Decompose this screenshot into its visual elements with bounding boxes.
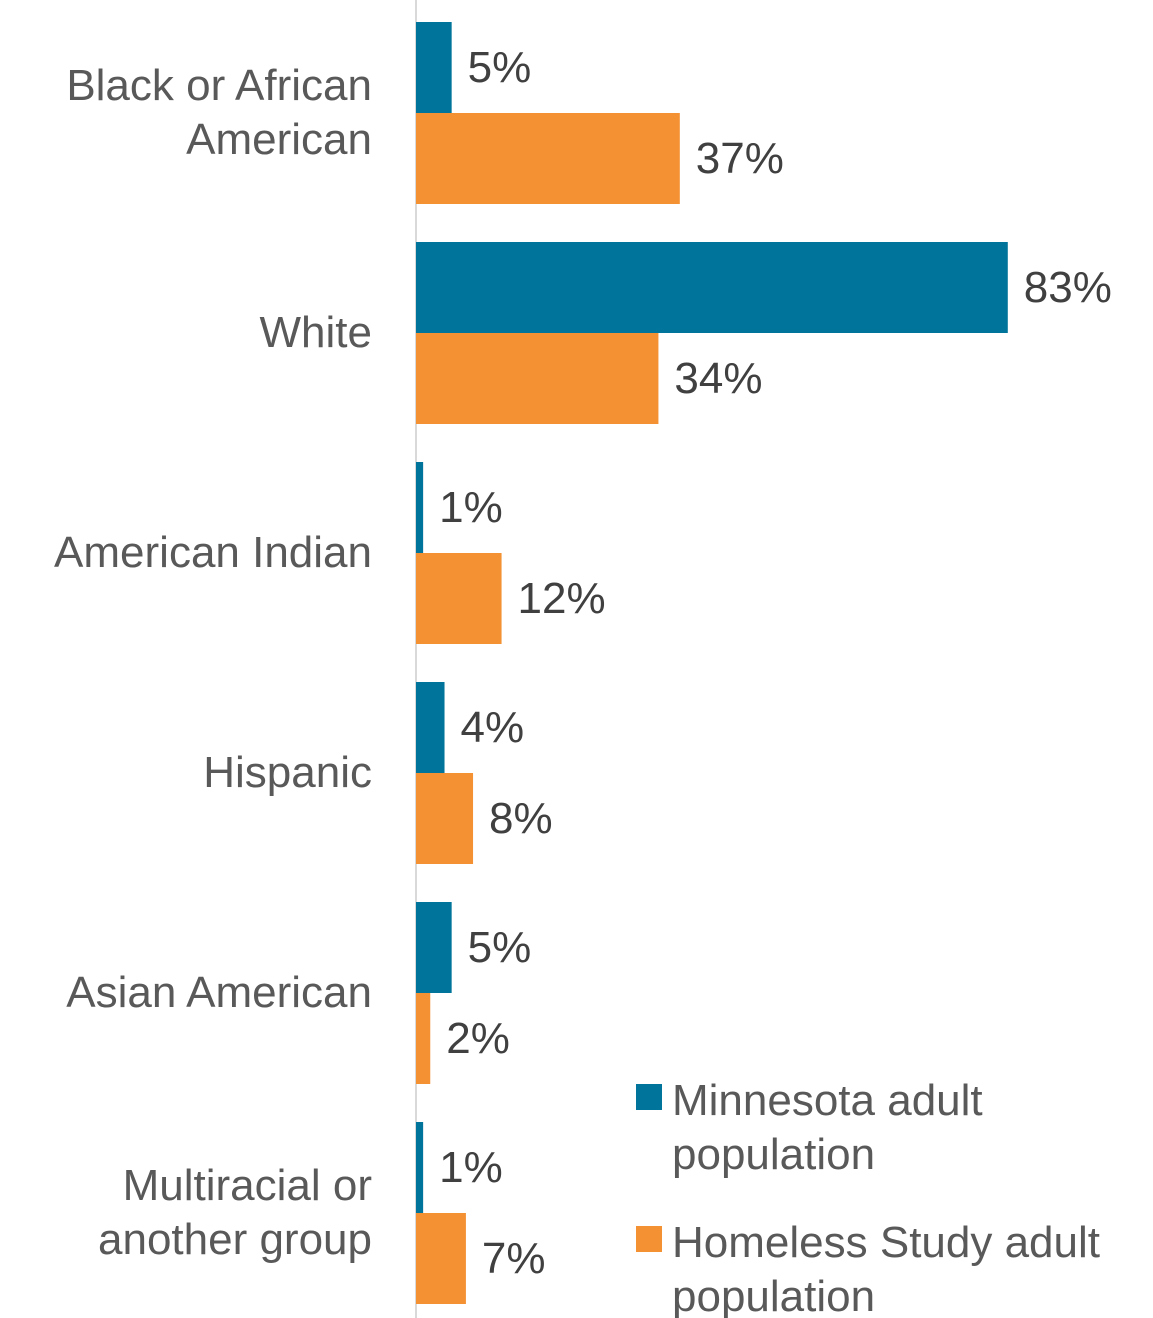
legend-label: Homeless Study adult population (672, 1218, 1100, 1318)
category-label: Multiracial or another group (98, 1161, 372, 1264)
legend-swatch (636, 1226, 662, 1252)
value-label: 8% (489, 793, 553, 843)
category-label: American Indian (54, 528, 372, 577)
value-label: 4% (460, 702, 525, 752)
bar (416, 242, 1008, 333)
bar (416, 682, 445, 773)
legend-label: Minnesota adult population (672, 1076, 983, 1179)
category-label: Hispanic (203, 748, 372, 797)
value-label: 83% (1023, 262, 1112, 312)
bar (416, 1213, 466, 1304)
value-label: 12% (517, 573, 606, 623)
value-label: 2% (446, 1013, 510, 1063)
bar (416, 553, 502, 644)
value-label: 37% (695, 133, 784, 183)
bar (416, 773, 474, 864)
value-label: 5% (467, 42, 532, 92)
category-label: Black or African American (66, 61, 372, 164)
value-label: 5% (467, 922, 532, 972)
value-label: 7% (481, 1233, 546, 1283)
legend-swatch (636, 1084, 662, 1110)
bar (416, 993, 431, 1084)
bar (416, 22, 452, 113)
category-label: White (259, 308, 372, 357)
category-label: Asian American (66, 968, 372, 1017)
value-label: 1% (439, 482, 503, 532)
value-label: 34% (674, 353, 763, 403)
bar (416, 462, 424, 553)
bar (416, 113, 680, 204)
bar (416, 1122, 424, 1213)
bar (416, 333, 659, 424)
value-label: 1% (439, 1142, 503, 1192)
bar (416, 902, 452, 993)
